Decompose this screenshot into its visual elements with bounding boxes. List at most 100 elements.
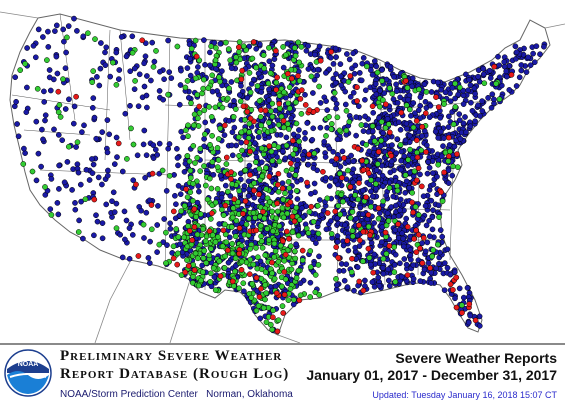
tornado-report-dot xyxy=(382,101,389,108)
hail-report-dot xyxy=(439,198,446,204)
wind-report-dot xyxy=(160,239,167,245)
hail-report-dot xyxy=(285,297,292,304)
hail-report-dot xyxy=(226,85,232,92)
hail-report-dot xyxy=(185,133,191,140)
hail-report-dot xyxy=(236,188,243,194)
wind-report-dot xyxy=(379,67,385,73)
wind-report-dot xyxy=(279,148,286,155)
hail-report-dot xyxy=(186,158,193,165)
wind-report-dot xyxy=(53,53,60,60)
wind-report-dot xyxy=(96,82,103,89)
wind-report-dot xyxy=(489,91,496,98)
tornado-report-dot xyxy=(253,274,260,281)
hail-report-dot xyxy=(197,211,204,217)
hail-report-dot xyxy=(306,209,313,215)
wind-report-dot xyxy=(430,207,436,214)
hail-report-dot xyxy=(228,224,235,230)
wind-report-dot xyxy=(518,67,525,74)
tornado-report-dot xyxy=(251,187,257,194)
tornado-report-dot xyxy=(170,255,177,262)
wind-report-dot xyxy=(400,243,407,250)
hail-report-dot xyxy=(207,141,213,148)
wind-report-dot xyxy=(434,79,441,86)
hail-report-dot xyxy=(148,226,155,233)
wind-report-dot xyxy=(444,264,451,271)
wind-report-dot xyxy=(302,135,308,142)
hail-report-dot xyxy=(450,163,456,170)
wind-report-dot xyxy=(74,28,80,34)
wind-report-dot xyxy=(476,323,483,329)
hail-report-dot xyxy=(227,57,234,64)
wind-report-dot xyxy=(23,109,30,116)
wind-report-dot xyxy=(93,135,100,142)
tornado-report-dot xyxy=(235,44,242,51)
wind-report-dot xyxy=(211,39,218,46)
wind-report-dot xyxy=(244,94,251,101)
wind-report-dot xyxy=(13,98,19,105)
wind-report-dot xyxy=(457,135,464,142)
hail-report-dot xyxy=(279,205,286,211)
organization-name: NOAA/Storm Prediction Center xyxy=(60,389,198,400)
hail-report-dot xyxy=(194,231,201,238)
wind-report-dot xyxy=(147,238,153,245)
wind-report-dot xyxy=(316,43,323,50)
hail-report-dot xyxy=(210,265,217,271)
hail-report-dot xyxy=(296,78,303,84)
hail-report-dot xyxy=(262,252,269,259)
wind-report-dot xyxy=(141,60,147,67)
wind-report-dot xyxy=(333,105,339,112)
tornado-report-dot xyxy=(139,37,146,44)
wind-report-dot xyxy=(107,73,114,80)
hail-report-dot xyxy=(314,202,321,209)
hail-report-dot xyxy=(288,166,295,172)
tornado-report-dot xyxy=(250,39,257,45)
hail-report-dot xyxy=(269,100,276,107)
wind-report-dot xyxy=(255,70,262,77)
tornado-report-dot xyxy=(447,281,454,288)
wind-report-dot xyxy=(103,44,110,51)
wind-report-dot xyxy=(491,96,497,103)
wind-report-dot xyxy=(121,208,128,215)
wind-report-dot xyxy=(326,66,333,73)
tornado-report-dot xyxy=(280,238,286,244)
wind-report-dot xyxy=(518,62,525,68)
wind-report-dot xyxy=(302,130,308,136)
wind-report-dot xyxy=(397,260,403,267)
wind-report-dot xyxy=(104,117,111,123)
wind-report-dot xyxy=(135,103,142,110)
wind-report-dot xyxy=(467,312,474,319)
hail-report-dot xyxy=(263,186,270,192)
tornado-report-dot xyxy=(182,269,189,276)
hail-report-dot xyxy=(284,121,291,127)
tornado-report-dot xyxy=(404,223,411,230)
tornado-report-dot xyxy=(332,208,339,215)
wind-report-dot xyxy=(123,217,130,224)
wind-report-dot xyxy=(375,274,382,281)
wind-report-dot xyxy=(468,99,474,106)
hail-report-dot xyxy=(369,123,376,129)
hail-report-dot xyxy=(250,210,257,216)
wind-report-dot xyxy=(164,242,170,248)
hail-report-dot xyxy=(219,206,225,213)
tornado-report-dot xyxy=(404,272,411,278)
hail-report-dot xyxy=(208,114,215,120)
wind-report-dot xyxy=(368,67,374,74)
wind-report-dot xyxy=(401,256,408,262)
wind-report-dot xyxy=(216,221,223,227)
wind-report-dot xyxy=(403,178,410,185)
wind-report-dot xyxy=(102,49,108,56)
wind-report-dot xyxy=(141,83,148,90)
hail-report-dot xyxy=(293,204,300,211)
wind-report-dot xyxy=(300,156,307,162)
hail-report-dot xyxy=(201,107,208,114)
wind-report-dot xyxy=(30,42,37,49)
hail-report-dot xyxy=(55,109,62,116)
wind-report-dot xyxy=(256,186,263,192)
wind-report-dot xyxy=(466,76,473,83)
hail-report-dot xyxy=(430,247,437,253)
wind-report-dot xyxy=(221,132,228,138)
wind-report-dot xyxy=(385,277,392,284)
wind-report-dot xyxy=(111,161,118,167)
hail-report-dot xyxy=(191,122,197,129)
